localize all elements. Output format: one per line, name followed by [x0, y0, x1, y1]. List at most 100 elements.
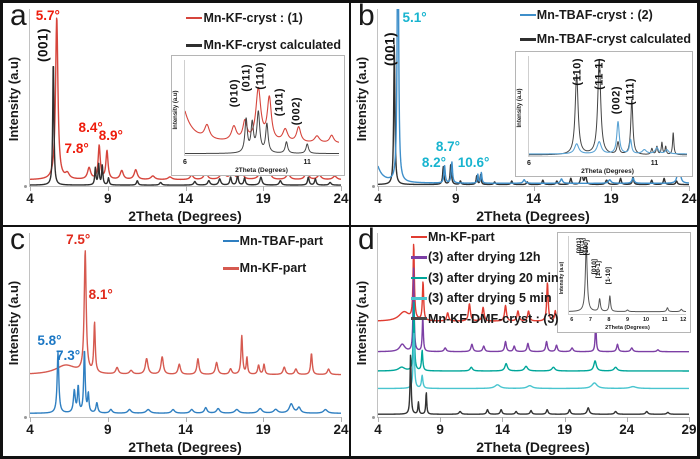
tick-label: 9 [103, 421, 112, 437]
hkl-peak-label: (002) [610, 86, 623, 115]
legend-dash-icon [519, 38, 536, 41]
xrd-curves-svg [30, 233, 341, 417]
tick-label: 11 [661, 316, 668, 323]
tick-mark [341, 186, 342, 191]
legend-label: Mn-TBAF-cryst : (2) [536, 8, 653, 22]
peak-angle-label: 5.8° [37, 333, 62, 349]
curve-mn-tbaf-cryst-calculated [378, 45, 689, 184]
legend-dash-icon [411, 235, 427, 239]
x-axis-label: 2Theta (Degrees) [476, 439, 590, 455]
legend: Mn-KF-cryst : (1) Mn-KF-cryst calculated [186, 11, 341, 53]
legend-dash-icon [186, 44, 203, 47]
hkl-peak-label: (110) [254, 61, 267, 90]
legend-label: Mn-KF-part [428, 230, 495, 244]
legend-entry: Mn-KF-part [222, 261, 323, 276]
curve-mn-kf-cryst-calculated [30, 67, 341, 185]
hkl-peak-label: (010) [228, 79, 241, 108]
legend-entry: (3) after drying 5 min [411, 291, 559, 305]
tick-mark [185, 186, 187, 191]
x-axis-label: 2Theta (Degrees) [476, 208, 590, 224]
inset-plot-area: 6 11 (010) (011) (110) (101) (002) [183, 60, 339, 166]
panel-d: d Intensity (a.u) 4 9 14 19 24 29 2Theta (Deg… [351, 227, 697, 456]
hkl-peak-label: [10-1] [594, 260, 602, 279]
xrd-curves-svg [185, 60, 339, 155]
panel-letter: d [358, 227, 375, 256]
tick-label: 14 [177, 190, 194, 206]
legend-dash-icon [411, 276, 427, 280]
hkl-peak-label: [1-10] [604, 267, 612, 285]
peak-angle-label: 7.8° [64, 140, 89, 156]
tick-label: 14 [177, 421, 194, 437]
legend-dash-icon [411, 317, 427, 320]
tick-label: 9 [625, 316, 630, 323]
tick-label: 19 [255, 190, 271, 206]
panel-a: a Intensity (a.u) 4 9 14 19 24 5.7° (001) 7.8° 8… [3, 3, 349, 225]
tick-mark [440, 417, 442, 422]
tick-label: 6 [527, 160, 531, 167]
hkl-peak-label: (001) [382, 32, 398, 67]
plot-area: 4 9 14 19 24 7.5° 8.1° 5.8° 7.3° [24, 232, 349, 436]
hkl-peak-label: (002) [290, 97, 303, 126]
y-axis-label: Intensity (a.u) [354, 56, 369, 142]
peak-angle-label: 7.5° [66, 232, 91, 247]
tick-label: 9 [451, 190, 460, 206]
tick-mark [533, 186, 535, 191]
legend-entry: Mn-KF-cryst : (1) [186, 11, 341, 25]
hkl-peak-label: (001) [35, 28, 50, 63]
y-axis-label: Intensity (a.u) [6, 280, 21, 366]
legend-label: (3) after drying 5 min [428, 291, 552, 306]
curve-mn-kf-part [30, 251, 341, 375]
y-axis-label: Intensity (a.u) [6, 56, 21, 142]
tick-label: 19 [255, 421, 271, 437]
tick-mark [30, 417, 31, 422]
tick-label: 9 [103, 190, 112, 206]
legend-label: Mn-TBAF-part [239, 234, 323, 248]
peak-angle-label: 5.1° [402, 9, 427, 25]
tick-mark [341, 417, 342, 422]
legend-entry: (3) after drying 12h [411, 250, 559, 264]
peak-angle-label: 10.6° [457, 154, 490, 170]
legend: Mn-TBAF-cryst : (2) Mn-TBAF-cryst calcula… [519, 8, 691, 47]
tick-mark [611, 186, 613, 191]
tick-mark [185, 417, 187, 422]
tick-label: 6 [183, 159, 187, 166]
peak-angle-label: 8.9° [98, 128, 123, 144]
legend: Mn-TBAF-part Mn-KF-part [222, 234, 323, 276]
legend-dash-icon [519, 13, 536, 17]
tick-mark [263, 186, 265, 191]
plot-area: 4 9 14 19 24 29 [372, 233, 697, 436]
curve--3-after-drying-12h [378, 268, 689, 351]
legend-entry: Mn-KF-part [411, 230, 559, 244]
inset-x-axis-label: 2Theta (Degrees) [605, 325, 650, 331]
inset-y-axis-label: Intensity (a.u) [559, 261, 565, 294]
hkl-peak-label: [100] [583, 239, 591, 256]
legend-entry: Mn-TBAF-part [222, 234, 323, 248]
plot-area: 4 9 14 19 24 5.1° (001) 8.2° 8.7° 10.6° [372, 9, 697, 205]
curve--3-after-drying-5-min [378, 333, 689, 388]
legend-label: Mn-KF-cryst calculated [203, 38, 341, 53]
tick-label: 24 [681, 190, 697, 206]
tick-mark [378, 186, 379, 191]
inset-y-axis-label: Intensity (a.u) [173, 90, 179, 130]
tick-label: 9 [436, 421, 444, 437]
tick-mark [502, 417, 504, 422]
x-axis-label: 2Theta (Degrees) [128, 208, 242, 224]
inset-plot-area: 6 11 (110) (11-1) (002) (111) [527, 56, 687, 167]
legend-label: (3) after drying 12h [428, 250, 541, 265]
legend-dash-icon [411, 256, 427, 259]
peak-angle-label: 8.1° [88, 287, 113, 303]
curve-mn-kf-cryst-calculated-inset [185, 111, 339, 154]
curve-mn-tbaf-cryst-2- [378, 9, 689, 183]
tick-mark [455, 186, 457, 191]
panel-letter: b [358, 3, 375, 32]
tick-label: 29 [681, 421, 697, 437]
tick-label: 11 [303, 159, 311, 166]
legend-dash-icon [186, 16, 203, 20]
panel-b: b Intensity (a.u) 4 9 14 19 24 5.1° (001) 8.2° 8… [351, 3, 697, 225]
legend-entry: (3) after drying 20 min [411, 271, 559, 285]
legend: Mn-KF-part (3) after drying 12h (3) after … [411, 230, 559, 326]
tick-label: 4 [374, 190, 382, 206]
inset-chart: Intensity (a.u) 6 11 (110) (11-1) (002) (111)… [515, 51, 693, 177]
legend-label: Mn-KF-part [239, 261, 307, 276]
legend-entry: Mn-KF-DMF-cryst : (3) [411, 312, 559, 326]
